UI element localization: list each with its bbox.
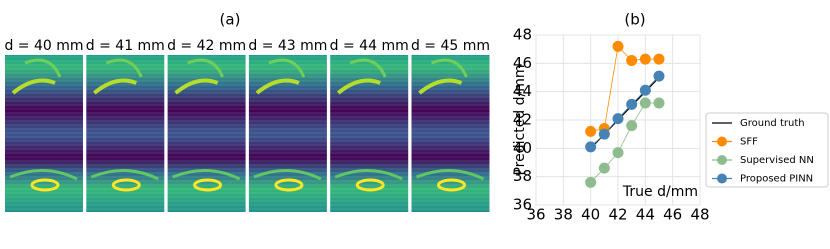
field-image <box>330 55 409 212</box>
field-image <box>86 55 165 212</box>
image-title: d = 40 mm <box>4 38 83 54</box>
y-tick-label: 46 <box>513 54 532 72</box>
legend-box <box>705 112 829 188</box>
legend-label: SFF <box>740 137 758 148</box>
data-point <box>612 147 624 159</box>
field-image <box>167 55 246 212</box>
legend-label: Supervised NN <box>740 155 814 166</box>
data-point <box>626 120 638 132</box>
image-feature <box>437 178 466 192</box>
image-title: d = 45 mm <box>411 38 490 54</box>
y-tick-label: 48 <box>513 26 532 44</box>
data-point <box>653 97 665 109</box>
image-title: d = 41 mm <box>86 38 165 54</box>
image-feature <box>24 58 62 78</box>
image-feature <box>274 178 304 192</box>
image-title: d = 43 mm <box>248 38 327 54</box>
data-point <box>639 84 651 96</box>
data-point <box>585 176 597 188</box>
data-point <box>626 55 638 66</box>
image-feature <box>268 58 306 78</box>
y-tick-label: 40 <box>513 139 532 157</box>
image-feature <box>172 168 241 181</box>
image-title: d = 44 mm <box>330 38 409 54</box>
chart: 36 38 40 42 44 46 48 36 38 40 42 44 46 48 True d/mm Pre… <box>512 26 829 224</box>
chart-title: (b) <box>624 11 645 29</box>
x-tick-label: 46 <box>663 206 682 224</box>
image-stripes <box>5 55 83 212</box>
legend-marker <box>717 173 727 184</box>
x-tick-label: 36 <box>526 206 545 224</box>
image-feature <box>415 168 485 181</box>
image-stripes <box>330 55 409 212</box>
x-axis-label: True d/mm <box>622 184 698 200</box>
image-feature <box>187 58 224 78</box>
image-stripes <box>411 55 490 212</box>
y-tick-label: 44 <box>513 82 532 100</box>
y-tick-label: 38 <box>513 167 532 185</box>
image-feature <box>93 78 138 95</box>
image-feature <box>334 168 403 181</box>
image-feature <box>90 168 159 181</box>
data-point <box>639 53 651 65</box>
y-tick-label: 36 <box>513 196 532 214</box>
data-point <box>653 53 665 65</box>
x-tick-label: 44 <box>636 206 655 224</box>
field-image <box>5 55 83 212</box>
panel-label: (a) <box>220 11 241 29</box>
image-stripes <box>86 55 165 212</box>
y-tick-label: 42 <box>513 111 532 129</box>
image-feature <box>355 178 385 192</box>
image-feature <box>349 58 387 78</box>
data-point <box>653 70 665 82</box>
data-point <box>585 141 597 153</box>
image-feature <box>193 178 223 192</box>
x-tick-label: 40 <box>581 206 600 224</box>
y-axis-label: Predicted d/mm <box>512 64 528 175</box>
field-image <box>248 55 327 212</box>
image-panel: d = 40 mm d = 41 mm d = 42 mm d = 43 mm d = … <box>4 38 490 212</box>
image-feature <box>418 78 463 95</box>
image-feature <box>11 78 56 95</box>
legend-label: Proposed PINN <box>740 174 813 185</box>
image-feature <box>253 168 322 181</box>
data-point <box>612 40 624 52</box>
image-title: d = 42 mm <box>167 38 246 54</box>
data-point <box>598 128 610 140</box>
image-feature <box>105 58 143 78</box>
data-point <box>639 97 651 109</box>
field-image <box>411 55 490 212</box>
image-feature <box>430 58 468 78</box>
legend-marker <box>717 155 727 165</box>
data-point <box>612 113 624 125</box>
image-feature <box>9 168 78 181</box>
data-point <box>626 98 638 110</box>
x-tick-label: 48 <box>690 206 709 224</box>
image-feature <box>30 178 60 192</box>
legend: Ground truth SFF Supervised NN Proposed PIN… <box>705 112 829 188</box>
legend-marker <box>717 136 727 147</box>
image-stripes <box>248 55 327 212</box>
image-feature <box>255 78 300 95</box>
data-point <box>585 125 597 137</box>
data-point <box>598 162 610 174</box>
image-feature <box>336 78 381 95</box>
image-stripes <box>167 55 246 212</box>
legend-label: Ground truth <box>740 118 805 129</box>
image-feature <box>174 78 219 95</box>
image-feature <box>111 178 141 192</box>
x-tick-label: 38 <box>554 206 573 224</box>
x-tick-label: 42 <box>608 206 627 224</box>
